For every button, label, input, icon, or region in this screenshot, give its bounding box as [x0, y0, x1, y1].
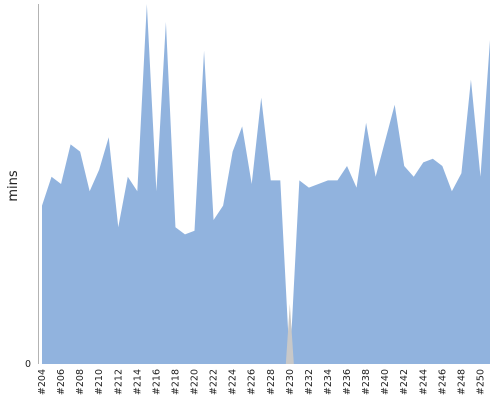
x-axis-ticks: #204 #206 #208 #210 #212 #214 #216 #218 #220 #222…: [37, 369, 486, 395]
x-tick-label: #212: [113, 369, 124, 395]
x-tick-label: #222: [209, 369, 220, 395]
x-tick-label: #204: [37, 369, 48, 395]
x-tick-label: #230: [285, 369, 296, 395]
x-tick-label: #236: [342, 369, 353, 395]
x-tick-label: #214: [132, 369, 143, 395]
missing-data-marker: [285, 304, 294, 364]
x-tick-label: #238: [361, 369, 372, 395]
x-tick-label: #218: [170, 369, 181, 395]
x-tick-label: #240: [380, 369, 391, 395]
series-area: [42, 4, 490, 364]
x-tick-label: #248: [456, 369, 467, 395]
x-tick-label: #224: [228, 369, 239, 395]
x-tick-label: #206: [56, 369, 67, 395]
x-tick-label: #220: [190, 369, 201, 395]
y-axis-title: mins: [6, 170, 21, 202]
x-tick-label: #232: [304, 369, 315, 395]
x-tick-label: #228: [266, 369, 277, 395]
y-tick-label: 0: [25, 359, 31, 370]
x-tick-label: #208: [75, 369, 86, 395]
x-tick-label: #242: [399, 369, 410, 395]
y-axis-ticks: 0: [25, 359, 31, 370]
x-tick-label: #250: [475, 369, 486, 395]
x-tick-label: #226: [247, 369, 258, 395]
x-tick-label: #210: [94, 369, 105, 395]
plot-area: [42, 4, 490, 364]
x-tick-label: #246: [437, 369, 448, 395]
x-tick-label: #234: [323, 369, 334, 395]
x-tick-label: #244: [418, 369, 429, 395]
x-tick-label: #216: [151, 369, 162, 395]
